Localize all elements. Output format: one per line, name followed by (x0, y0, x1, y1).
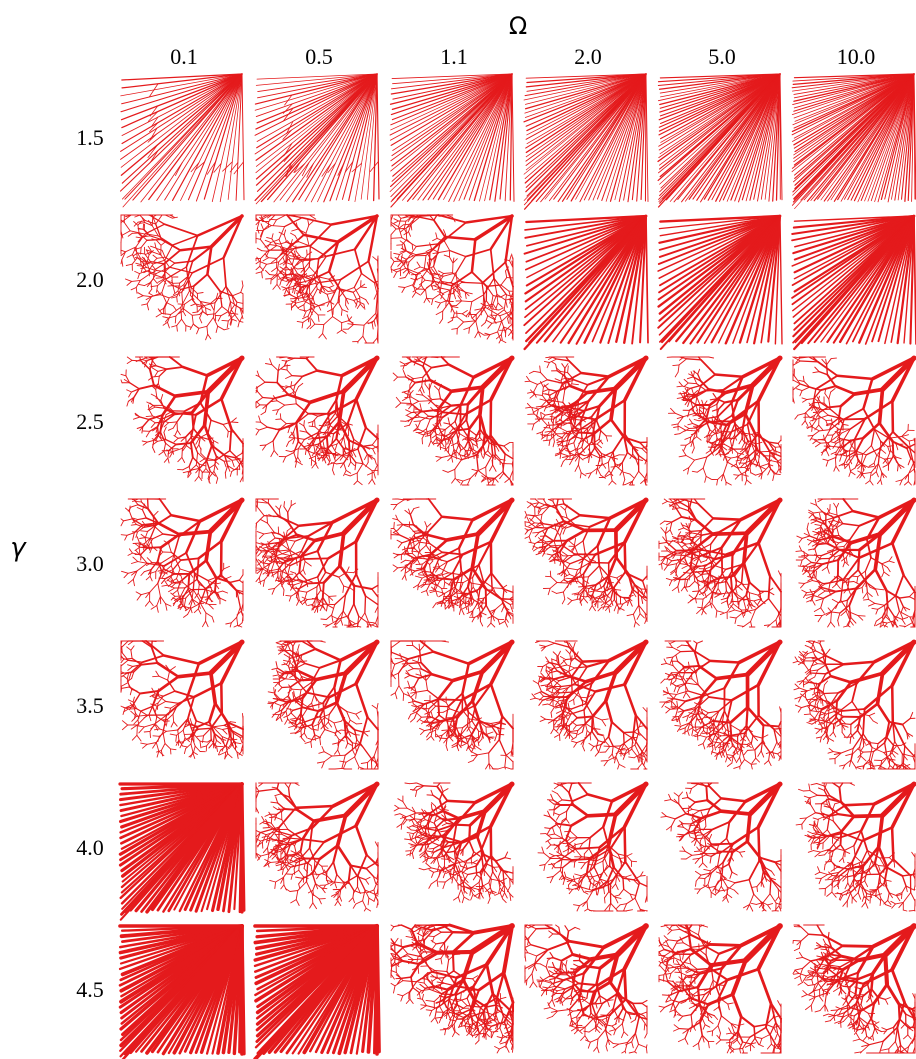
omega-label: 1.1 (440, 44, 468, 69)
network-panel (120, 214, 244, 341)
gamma-label: 4.5 (76, 977, 104, 1002)
network-panel (529, 639, 649, 770)
network-panel (390, 497, 515, 628)
gamma-axis-title: γ (10, 533, 27, 563)
network-panel (659, 639, 783, 770)
gamma-label: 2.5 (76, 409, 104, 434)
network-panel (791, 73, 916, 210)
network-panel (791, 214, 916, 351)
network-panel (120, 639, 245, 760)
network-panel (390, 923, 515, 1054)
network-panel (255, 355, 380, 486)
network-panel (254, 73, 380, 205)
network-panel (657, 73, 783, 208)
network-panel (255, 214, 379, 344)
omega-label: 0.1 (170, 44, 198, 69)
gamma-label: 3.0 (76, 551, 104, 576)
network-panel (255, 497, 380, 628)
network-panel (657, 214, 783, 351)
network-panel (392, 355, 515, 486)
network-panel (390, 639, 515, 770)
network-panel (792, 923, 916, 1054)
network-panel (660, 781, 783, 912)
network-panel (118, 924, 246, 1059)
gamma-row-labels: 1.5 2.0 2.5 3.0 3.5 4.0 4.5 (76, 125, 104, 1002)
network-panel (537, 781, 649, 912)
omega-axis-title: Ω (509, 12, 527, 40)
network-panel (795, 781, 916, 912)
network-panel (119, 73, 245, 208)
network-panel (253, 924, 381, 1059)
network-panel (658, 923, 783, 1054)
network-panel (524, 923, 649, 1054)
network-panel (393, 781, 515, 904)
network-panel (792, 639, 916, 770)
omega-label: 10.0 (837, 44, 876, 69)
network-panel (390, 214, 514, 344)
network-panel (267, 639, 380, 770)
omega-label: 5.0 (708, 44, 736, 69)
network-panel (795, 497, 916, 628)
network-panels (118, 73, 916, 1059)
omega-label: 2.0 (574, 44, 602, 69)
network-panel (389, 73, 515, 208)
gamma-label: 3.5 (76, 693, 104, 718)
network-panel (118, 782, 246, 921)
gamma-label: 2.0 (76, 267, 104, 292)
network-panel (524, 355, 649, 486)
network-panel (524, 497, 649, 628)
network-panel (120, 355, 245, 484)
network-panel (523, 214, 649, 351)
omega-label: 0.5 (305, 44, 333, 69)
network-panel (666, 355, 783, 486)
gamma-label: 1.5 (76, 125, 104, 150)
network-panel (658, 497, 783, 628)
network-panel (120, 497, 245, 628)
network-panel (523, 73, 649, 210)
network-panel (255, 781, 380, 912)
omega-column-labels: 0.1 0.5 1.1 2.0 5.0 10.0 (170, 44, 875, 69)
gamma-label: 4.0 (76, 835, 104, 860)
network-panel (792, 355, 916, 486)
